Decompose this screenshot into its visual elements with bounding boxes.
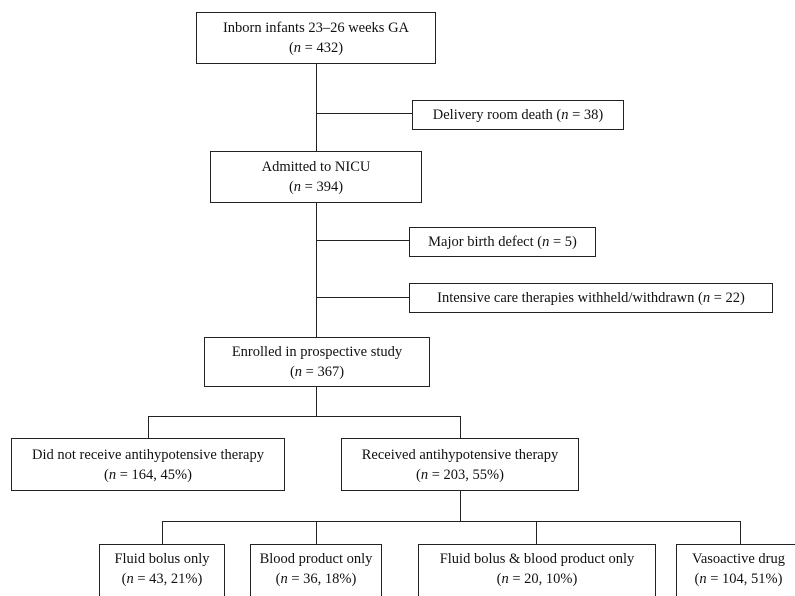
node-vasoactive-drug: Vasoactive drug (n = 104, 51%): [676, 544, 795, 596]
node-blood-product-only: Blood product only (n = 36, 18%): [250, 544, 382, 596]
connector-to-fluid-blood: [536, 521, 538, 544]
node-enrolled-study: Enrolled in prospective study (n = 367): [204, 337, 430, 387]
node-no-antihypotensive: Did not receive antihypotensive therapy …: [11, 438, 285, 491]
connector-to-therapy: [460, 416, 462, 438]
connector-to-blood: [316, 521, 318, 544]
node-label: Delivery room death (n = 38): [432, 107, 604, 123]
node-label: Blood product only: [259, 551, 373, 567]
node-count: (n = 203, 55%): [416, 466, 504, 483]
connector-inborn-admitted: [316, 63, 318, 152]
node-count: (n = 20, 10%): [496, 571, 578, 587]
connector-to-vasoactive: [740, 521, 742, 544]
connector-therapy-bar: [162, 521, 740, 523]
node-therapies-withheld: Intensive care therapies withheld/withdr…: [409, 283, 773, 313]
node-count: (n = 43, 21%): [121, 571, 203, 587]
node-label: Intensive care therapies withheld/withdr…: [437, 290, 745, 306]
connector-therapy-split: [460, 490, 462, 521]
node-major-birth-defect: Major birth defect (n = 5): [409, 227, 596, 257]
node-count: (n = 432): [288, 40, 344, 56]
node-label: Fluid bolus only: [114, 551, 210, 567]
node-received-antihypotensive: Received antihypotensive therapy (n = 20…: [341, 438, 579, 491]
node-label: Vasoactive drug: [691, 551, 785, 567]
connector-enrolled-split: [316, 386, 318, 416]
node-count: (n = 164, 45%): [104, 466, 192, 483]
connector-to-withheld: [316, 297, 409, 299]
node-count: (n = 36, 18%): [275, 571, 357, 587]
connector-to-birth-defect: [316, 240, 409, 242]
node-fluid-and-blood: Fluid bolus & blood product only (n = 20…: [418, 544, 656, 596]
node-count: (n = 104, 51%): [694, 571, 783, 587]
node-admitted-nicu: Admitted to NICU (n = 394): [210, 151, 422, 203]
node-fluid-bolus-only: Fluid bolus only (n = 43, 21%): [99, 544, 225, 596]
node-label: Enrolled in prospective study: [231, 344, 403, 360]
node-label: Major birth defect (n = 5): [428, 234, 577, 250]
node-label: Inborn infants 23–26 weeks GA: [222, 20, 410, 36]
node-inborn-infants: Inborn infants 23–26 weeks GA (n = 432): [196, 12, 436, 64]
connector-admitted-enrolled: [316, 202, 318, 338]
node-label: Did not receive antihypotensive therapy: [32, 446, 264, 463]
connector-to-dr-death: [316, 113, 412, 115]
connector-to-no-therapy: [148, 416, 150, 438]
connector-split-bar: [148, 416, 460, 418]
node-label: Admitted to NICU: [261, 159, 371, 175]
node-label: Received antihypotensive therapy: [361, 446, 559, 463]
node-label: Fluid bolus & blood product only: [439, 551, 635, 567]
connector-to-fluid: [162, 521, 164, 544]
node-count: (n = 394): [288, 179, 344, 195]
node-count: (n = 367): [289, 364, 345, 380]
node-delivery-room-death: Delivery room death (n = 38): [412, 100, 624, 130]
